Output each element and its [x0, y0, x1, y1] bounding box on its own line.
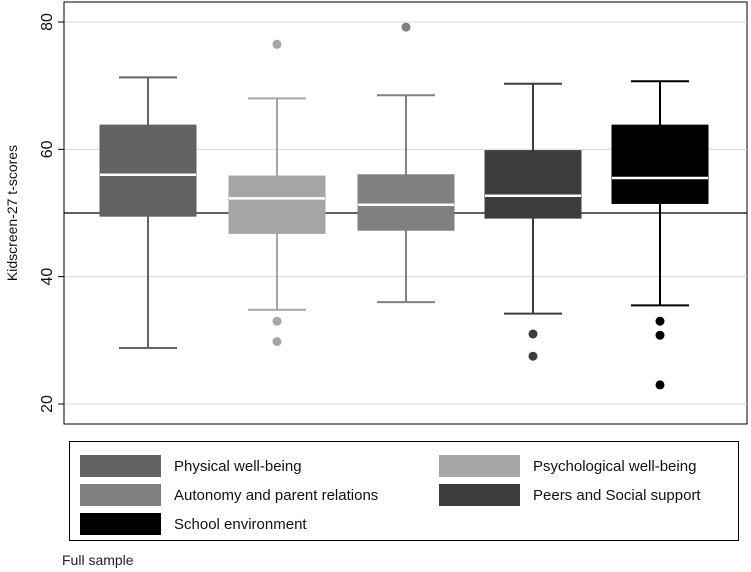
box-psychological-well-being	[228, 175, 326, 234]
legend-label-peers: Peers and Social support	[533, 486, 701, 504]
outlier-autonomy-and-parent-relations-0	[401, 22, 411, 32]
outlier-peers-and-social-support-1	[528, 351, 538, 361]
legend-swatch-autonomy	[80, 484, 161, 506]
y-axis-label: Kidscreen-27 t-scores	[4, 145, 20, 281]
outlier-psychological-well-being-1	[272, 316, 282, 326]
y-tick-label-40: 40	[39, 268, 56, 286]
legend-item-peers: Peers and Social support	[439, 484, 701, 506]
box-physical-well-being	[99, 124, 197, 217]
legend-swatch-psychological	[439, 455, 520, 477]
box-autonomy-and-parent-relations	[357, 174, 455, 231]
legend-swatch-physical	[80, 455, 161, 477]
legend-item-psychological: Psychological well-being	[439, 455, 696, 477]
box-peers-and-social-support	[484, 150, 582, 219]
legend-label-autonomy: Autonomy and parent relations	[174, 486, 379, 504]
legend: Physical well-being Psychological well-b…	[69, 441, 739, 541]
y-tick-label-80: 80	[39, 13, 56, 31]
boxplot-chart: 20 40 60 80 Kidscreen-27 t-scores	[4, 1, 748, 425]
outlier-school-environment-2	[655, 380, 665, 390]
box-school-environment	[611, 124, 709, 204]
outlier-psychological-well-being-0	[272, 39, 282, 49]
legend-swatch-peers	[439, 484, 520, 506]
legend-item-school: School environment	[80, 513, 307, 535]
legend-label-physical: Physical well-being	[174, 457, 302, 475]
legend-label-psychological: Psychological well-being	[533, 457, 697, 475]
legend-item-autonomy: Autonomy and parent relations	[80, 484, 378, 506]
outlier-peers-and-social-support-0	[528, 329, 538, 339]
legend-label-school: School environment	[174, 515, 307, 533]
outlier-school-environment-1	[655, 330, 665, 340]
y-tick-label-20: 20	[39, 395, 56, 413]
footnote: Full sample	[62, 552, 134, 568]
boxes-group	[99, 22, 709, 390]
y-tick-label-60: 60	[39, 140, 56, 158]
legend-swatch-school	[80, 513, 161, 535]
outlier-psychological-well-being-2	[272, 337, 282, 347]
outlier-school-environment-0	[655, 316, 665, 326]
y-axis: 20 40 60 80	[39, 2, 65, 424]
legend-item-physical: Physical well-being	[80, 455, 302, 477]
